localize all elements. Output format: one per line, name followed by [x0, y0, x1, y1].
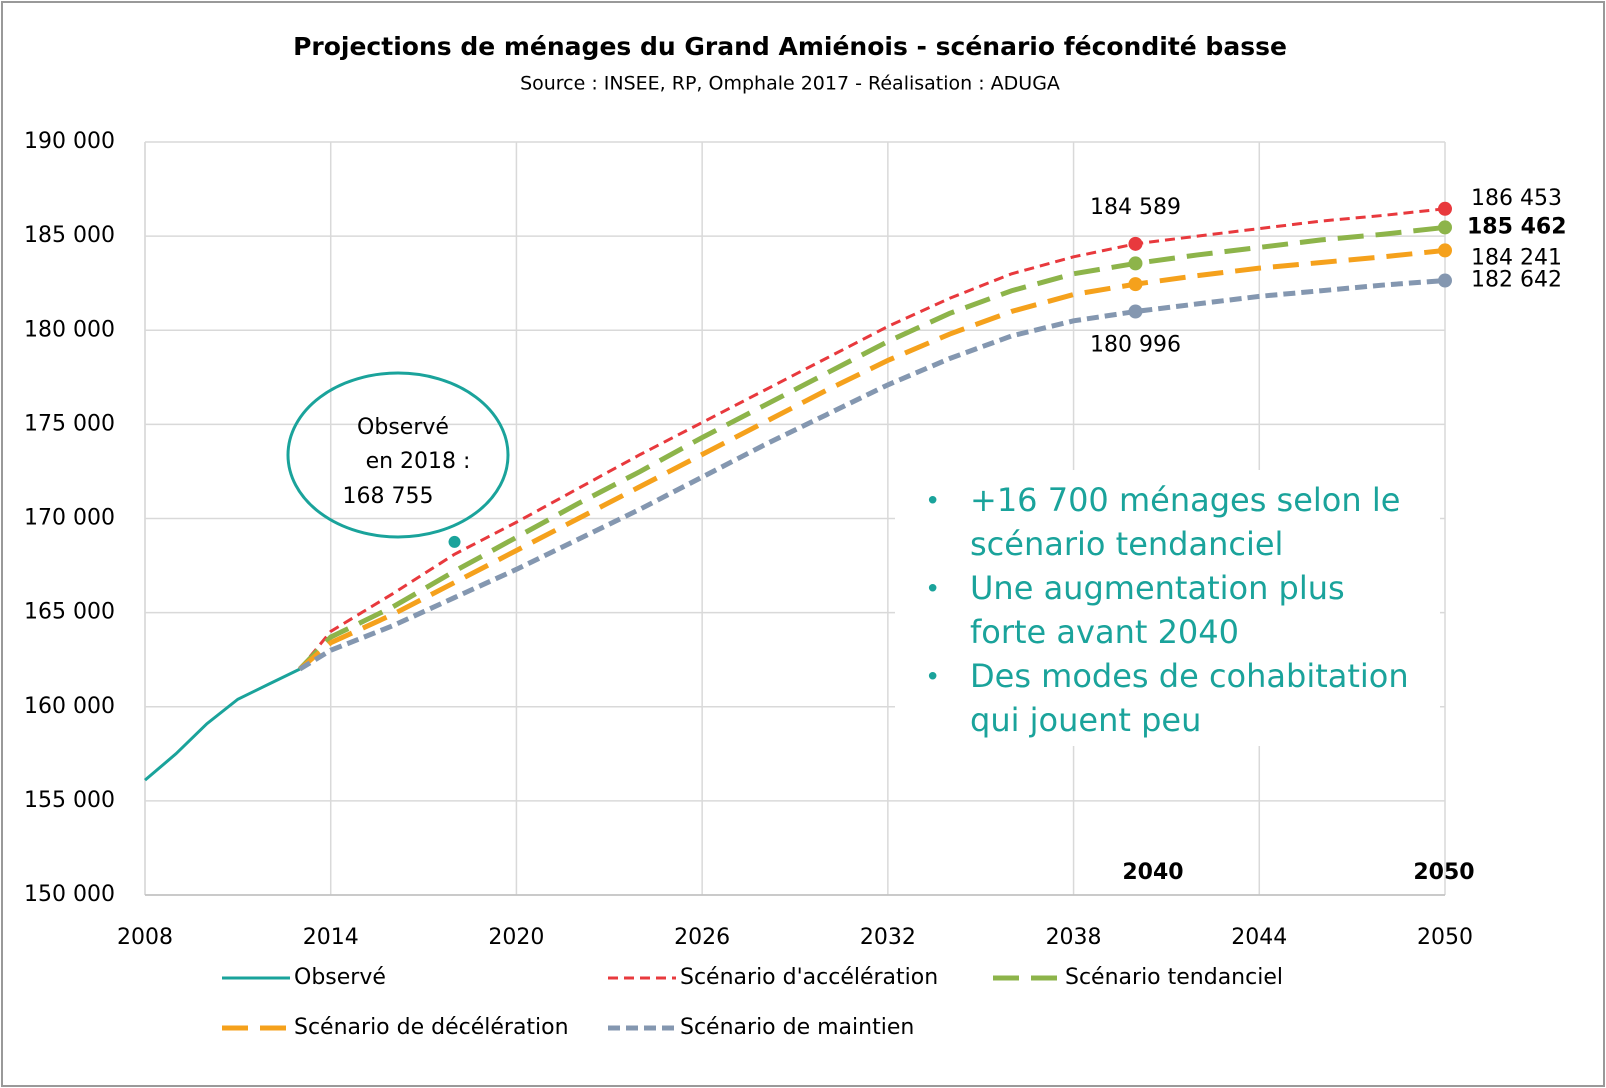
y-tick-label: 160 000 — [24, 694, 115, 719]
y-tick-label: 155 000 — [24, 788, 115, 813]
x-tick-label: 2020 — [488, 925, 544, 950]
x-tick-label: 2032 — [860, 925, 916, 950]
bullet: • — [925, 663, 940, 693]
value-label: 180 996 — [1090, 333, 1181, 358]
y-tick-label: 180 000 — [24, 317, 115, 342]
annotation-text: en 2018 : — [366, 449, 471, 474]
legend-label: Scénario de maintien — [680, 1015, 914, 1040]
value-label: 184 589 — [1090, 195, 1181, 220]
bullet-text: forte avant 2040 — [970, 613, 1239, 651]
x-tick-label: 2044 — [1231, 925, 1287, 950]
value-label: 185 462 — [1467, 214, 1567, 239]
point-marker — [1128, 256, 1143, 271]
series-line — [298, 207, 1446, 671]
observed-point — [448, 535, 461, 548]
point-marker — [1438, 273, 1452, 288]
series-line — [297, 224, 1446, 671]
x-tick-label: 2008 — [117, 925, 173, 950]
value-label: 186 453 — [1471, 186, 1562, 211]
annotation-text: 168 755 — [343, 484, 434, 509]
y-tick-label: 185 000 — [24, 223, 115, 248]
point-marker — [1438, 201, 1452, 216]
x-tick-label: 2050 — [1417, 925, 1473, 950]
series-line — [144, 667, 301, 782]
y-tick-label: 170 000 — [24, 506, 115, 531]
point-marker — [1128, 236, 1143, 251]
annotation-text: Observé — [357, 415, 449, 440]
legend-label: Observé — [294, 965, 386, 990]
x-tick-label: 2038 — [1046, 925, 1102, 950]
y-tick-label: 150 000 — [24, 882, 115, 907]
chart-subtitle: Source : INSEE, RP, Omphale 2017 - Réali… — [520, 73, 1060, 95]
series-line — [298, 278, 1446, 672]
x-tick-label: 2026 — [674, 925, 730, 950]
legend-label: Scénario tendanciel — [1065, 965, 1283, 990]
bullet-text: +16 700 ménages selon le — [970, 481, 1400, 519]
legend-label: Scénario de décélération — [294, 1015, 569, 1040]
bullet-text: Des modes de cohabitation — [970, 657, 1409, 695]
year-label: 2050 — [1413, 860, 1474, 885]
value-label: 182 642 — [1471, 268, 1562, 293]
value-label: 184 241 — [1471, 245, 1562, 270]
y-tick-label: 175 000 — [24, 411, 115, 436]
point-marker — [1128, 304, 1143, 319]
y-tick-label: 165 000 — [24, 600, 115, 625]
annotation-circle — [286, 371, 510, 539]
point-marker — [1438, 220, 1452, 235]
y-tick-label: 190 000 — [24, 129, 115, 154]
series-line — [298, 247, 1446, 672]
bullet-text: qui jouent peu — [970, 701, 1201, 739]
chart-title: Projections de ménages du Grand Amiénois… — [293, 32, 1287, 61]
point-marker — [1128, 277, 1143, 292]
bullet-box — [895, 470, 1440, 746]
year-label: 2040 — [1122, 860, 1183, 885]
x-tick-label: 2014 — [303, 925, 359, 950]
legend-label: Scénario d'accélération — [680, 965, 938, 990]
point-marker — [1438, 243, 1452, 258]
bullet-text: Une augmentation plus — [970, 569, 1345, 607]
bullet-text: scénario tendanciel — [970, 525, 1283, 563]
bullet: • — [925, 487, 940, 517]
bullet: • — [925, 575, 940, 605]
